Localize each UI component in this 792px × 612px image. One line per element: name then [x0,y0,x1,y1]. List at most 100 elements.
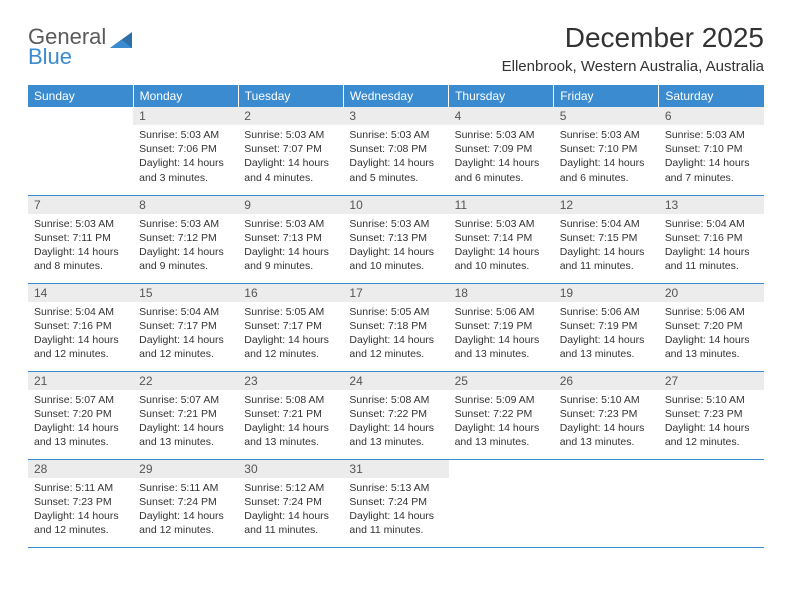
calendar-day-cell: 2Sunrise: 5:03 AMSunset: 7:07 PMDaylight… [238,107,343,195]
day-number: 23 [238,372,343,390]
day-info: Sunrise: 5:03 AMSunset: 7:14 PMDaylight:… [449,214,554,278]
day-info: Sunrise: 5:03 AMSunset: 7:11 PMDaylight:… [28,214,133,278]
calendar-day-cell: 17Sunrise: 5:05 AMSunset: 7:18 PMDayligh… [343,283,448,371]
calendar-week-row: 21Sunrise: 5:07 AMSunset: 7:20 PMDayligh… [28,371,764,459]
day-header: Thursday [449,85,554,107]
calendar-day-cell: 27Sunrise: 5:10 AMSunset: 7:23 PMDayligh… [659,371,764,459]
day-number: 18 [449,284,554,302]
calendar-day-cell: 1Sunrise: 5:03 AMSunset: 7:06 PMDaylight… [133,107,238,195]
day-number: 21 [28,372,133,390]
calendar-week-row: 1Sunrise: 5:03 AMSunset: 7:06 PMDaylight… [28,107,764,195]
day-number: 17 [343,284,448,302]
calendar-day-cell: 4Sunrise: 5:03 AMSunset: 7:09 PMDaylight… [449,107,554,195]
day-info: Sunrise: 5:11 AMSunset: 7:24 PMDaylight:… [133,478,238,542]
day-number: 5 [554,107,659,125]
day-info: Sunrise: 5:06 AMSunset: 7:19 PMDaylight:… [554,302,659,366]
calendar-day-cell: 26Sunrise: 5:10 AMSunset: 7:23 PMDayligh… [554,371,659,459]
day-number: 22 [133,372,238,390]
day-info: Sunrise: 5:06 AMSunset: 7:19 PMDaylight:… [449,302,554,366]
day-info: Sunrise: 5:03 AMSunset: 7:10 PMDaylight:… [659,125,764,189]
day-number: 2 [238,107,343,125]
calendar-day-cell: 14Sunrise: 5:04 AMSunset: 7:16 PMDayligh… [28,283,133,371]
day-info: Sunrise: 5:05 AMSunset: 7:17 PMDaylight:… [238,302,343,366]
day-number: 25 [449,372,554,390]
day-info: Sunrise: 5:06 AMSunset: 7:20 PMDaylight:… [659,302,764,366]
calendar-day-cell [554,459,659,547]
day-number: 6 [659,107,764,125]
day-header: Sunday [28,85,133,107]
day-number: 16 [238,284,343,302]
day-info: Sunrise: 5:04 AMSunset: 7:15 PMDaylight:… [554,214,659,278]
calendar-day-cell: 3Sunrise: 5:03 AMSunset: 7:08 PMDaylight… [343,107,448,195]
day-number: 20 [659,284,764,302]
calendar-day-cell: 16Sunrise: 5:05 AMSunset: 7:17 PMDayligh… [238,283,343,371]
calendar-day-cell: 7Sunrise: 5:03 AMSunset: 7:11 PMDaylight… [28,195,133,283]
day-info: Sunrise: 5:12 AMSunset: 7:24 PMDaylight:… [238,478,343,542]
day-info: Sunrise: 5:07 AMSunset: 7:20 PMDaylight:… [28,390,133,454]
day-header: Tuesday [238,85,343,107]
day-info: Sunrise: 5:04 AMSunset: 7:16 PMDaylight:… [659,214,764,278]
calendar-day-cell: 9Sunrise: 5:03 AMSunset: 7:13 PMDaylight… [238,195,343,283]
day-number: 15 [133,284,238,302]
day-number: 28 [28,460,133,478]
calendar-table: SundayMondayTuesdayWednesdayThursdayFrid… [28,85,764,548]
calendar-day-cell: 18Sunrise: 5:06 AMSunset: 7:19 PMDayligh… [449,283,554,371]
day-info: Sunrise: 5:03 AMSunset: 7:08 PMDaylight:… [343,125,448,189]
calendar-day-cell: 12Sunrise: 5:04 AMSunset: 7:15 PMDayligh… [554,195,659,283]
calendar-day-cell: 23Sunrise: 5:08 AMSunset: 7:21 PMDayligh… [238,371,343,459]
day-number: 29 [133,460,238,478]
day-info: Sunrise: 5:07 AMSunset: 7:21 PMDaylight:… [133,390,238,454]
calendar-day-cell: 20Sunrise: 5:06 AMSunset: 7:20 PMDayligh… [659,283,764,371]
day-info: Sunrise: 5:13 AMSunset: 7:24 PMDaylight:… [343,478,448,542]
day-number: 26 [554,372,659,390]
logo-sail-icon [108,30,136,52]
day-number: 19 [554,284,659,302]
day-number: 11 [449,196,554,214]
calendar-week-row: 14Sunrise: 5:04 AMSunset: 7:16 PMDayligh… [28,283,764,371]
calendar-day-cell: 29Sunrise: 5:11 AMSunset: 7:24 PMDayligh… [133,459,238,547]
day-number: 13 [659,196,764,214]
day-info: Sunrise: 5:08 AMSunset: 7:21 PMDaylight:… [238,390,343,454]
day-number: 10 [343,196,448,214]
day-number: 3 [343,107,448,125]
calendar-day-cell: 19Sunrise: 5:06 AMSunset: 7:19 PMDayligh… [554,283,659,371]
day-info: Sunrise: 5:03 AMSunset: 7:06 PMDaylight:… [133,125,238,189]
day-number: 9 [238,196,343,214]
calendar-day-cell [659,459,764,547]
calendar-day-cell: 11Sunrise: 5:03 AMSunset: 7:14 PMDayligh… [449,195,554,283]
day-number: 12 [554,196,659,214]
day-info: Sunrise: 5:11 AMSunset: 7:23 PMDaylight:… [28,478,133,542]
calendar-day-cell: 21Sunrise: 5:07 AMSunset: 7:20 PMDayligh… [28,371,133,459]
calendar-day-cell: 25Sunrise: 5:09 AMSunset: 7:22 PMDayligh… [449,371,554,459]
day-number: 31 [343,460,448,478]
calendar-day-cell: 24Sunrise: 5:08 AMSunset: 7:22 PMDayligh… [343,371,448,459]
day-info: Sunrise: 5:03 AMSunset: 7:12 PMDaylight:… [133,214,238,278]
day-header: Monday [133,85,238,107]
day-header: Wednesday [343,85,448,107]
calendar-day-cell: 5Sunrise: 5:03 AMSunset: 7:10 PMDaylight… [554,107,659,195]
day-info: Sunrise: 5:03 AMSunset: 7:09 PMDaylight:… [449,125,554,189]
day-number: 14 [28,284,133,302]
calendar-day-cell: 13Sunrise: 5:04 AMSunset: 7:16 PMDayligh… [659,195,764,283]
location-text: Ellenbrook, Western Australia, Australia [502,58,764,75]
day-number: 24 [343,372,448,390]
calendar-day-cell: 30Sunrise: 5:12 AMSunset: 7:24 PMDayligh… [238,459,343,547]
page-title: December 2025 [502,22,764,54]
calendar-day-cell: 28Sunrise: 5:11 AMSunset: 7:23 PMDayligh… [28,459,133,547]
calendar-day-cell: 22Sunrise: 5:07 AMSunset: 7:21 PMDayligh… [133,371,238,459]
logo: General Blue [28,22,136,68]
calendar-day-cell: 8Sunrise: 5:03 AMSunset: 7:12 PMDaylight… [133,195,238,283]
day-info: Sunrise: 5:08 AMSunset: 7:22 PMDaylight:… [343,390,448,454]
day-info: Sunrise: 5:03 AMSunset: 7:07 PMDaylight:… [238,125,343,189]
calendar-day-cell [449,459,554,547]
calendar-day-cell: 31Sunrise: 5:13 AMSunset: 7:24 PMDayligh… [343,459,448,547]
calendar-week-row: 7Sunrise: 5:03 AMSunset: 7:11 PMDaylight… [28,195,764,283]
day-number: 8 [133,196,238,214]
day-info: Sunrise: 5:03 AMSunset: 7:13 PMDaylight:… [343,214,448,278]
calendar-day-cell: 6Sunrise: 5:03 AMSunset: 7:10 PMDaylight… [659,107,764,195]
day-number: 1 [133,107,238,125]
day-info: Sunrise: 5:04 AMSunset: 7:17 PMDaylight:… [133,302,238,366]
calendar-day-cell [28,107,133,195]
calendar-day-cell: 10Sunrise: 5:03 AMSunset: 7:13 PMDayligh… [343,195,448,283]
day-info: Sunrise: 5:03 AMSunset: 7:10 PMDaylight:… [554,125,659,189]
